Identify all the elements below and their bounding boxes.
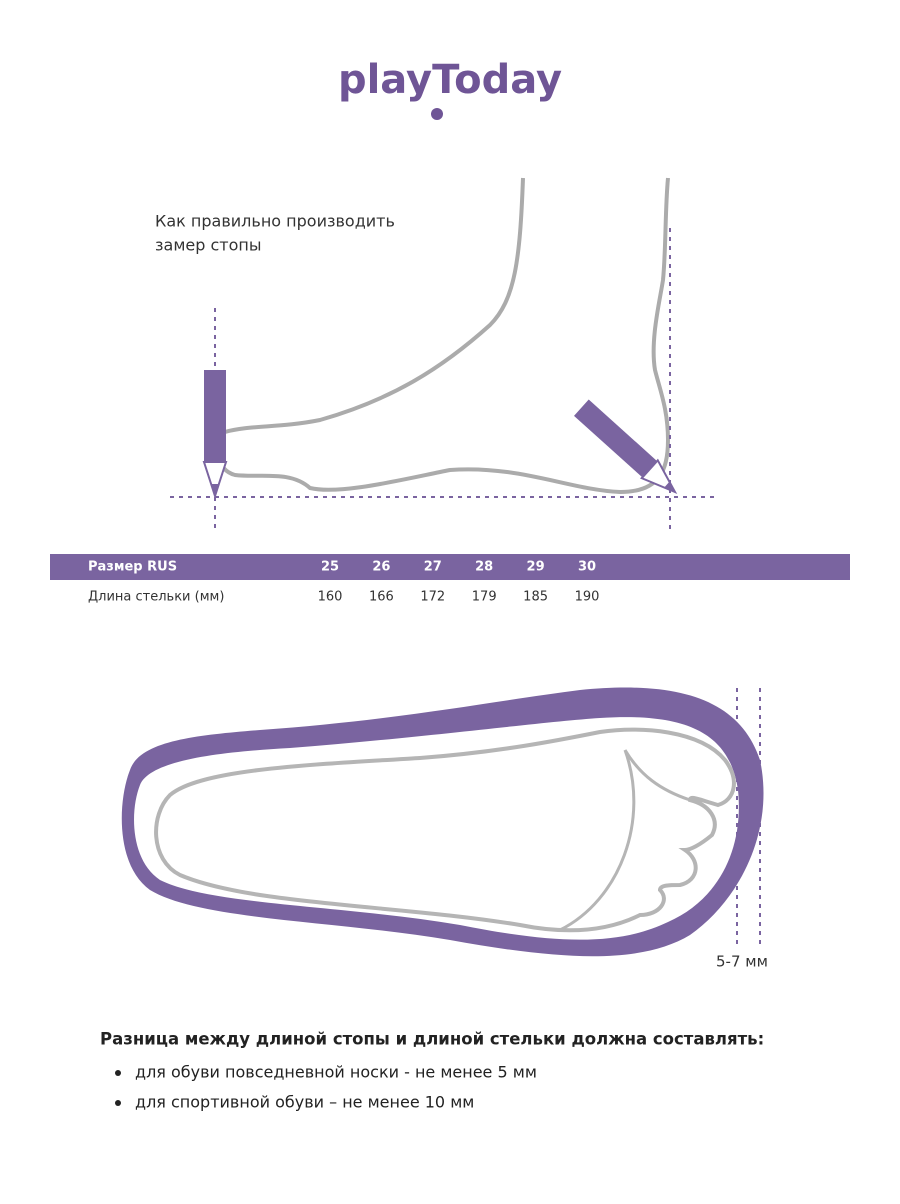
length-cell: 160 (318, 590, 343, 605)
size-cell: 28 (475, 560, 493, 575)
size-cell: 25 (321, 560, 339, 575)
guides (170, 228, 715, 530)
length-cell: 172 (420, 590, 445, 605)
length-cell: 179 (472, 590, 497, 605)
logo-dot (431, 108, 443, 120)
pencil-right (574, 399, 678, 495)
pencil-left (202, 370, 228, 500)
length-cell: 190 (575, 590, 600, 605)
insole-inner (134, 717, 739, 940)
table-row-label: Длина стельки (мм) (88, 590, 224, 605)
size-cell: 30 (578, 560, 596, 575)
instruction-line: Как правильно производить (155, 212, 395, 231)
table-header-label: Размер RUS (88, 560, 177, 575)
instruction-line: замер стопы (155, 236, 261, 255)
gap-label: 5-7 мм (716, 953, 768, 971)
size-cell: 26 (372, 560, 390, 575)
length-cell: 185 (523, 590, 548, 605)
foot-outline (154, 727, 736, 933)
toe-line (559, 749, 691, 932)
foot-side (215, 177, 671, 495)
bullet-text: для обуви повседневной носки - не менее … (135, 1063, 537, 1082)
size-cell: 29 (527, 560, 545, 575)
length-cell: 166 (369, 590, 394, 605)
bullet-text: для спортивной обуви – не менее 10 мм (135, 1093, 474, 1112)
logo: playToday (338, 57, 562, 103)
bullet (115, 1100, 121, 1106)
note-heading: Разница между длиной стопы и длиной стел… (100, 1030, 764, 1049)
size-cell: 27 (424, 560, 442, 575)
table-header-bar (50, 554, 850, 580)
gap-guides (736, 688, 761, 945)
bullet (115, 1070, 121, 1076)
